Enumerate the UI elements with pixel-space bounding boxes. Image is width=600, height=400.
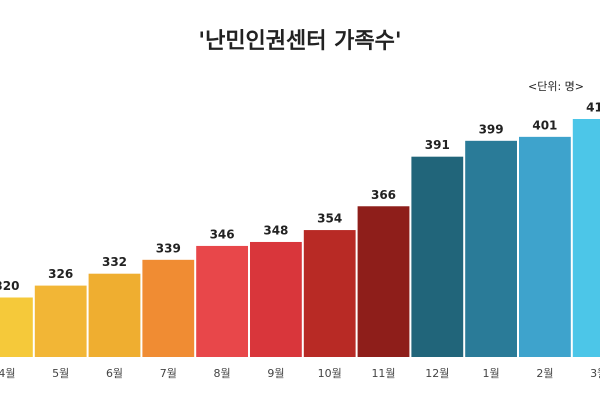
x-tick-label: 3월 <box>590 367 600 380</box>
value-label: 401 <box>532 118 557 132</box>
x-tick-label: 8월 <box>214 367 231 380</box>
bar <box>357 206 410 357</box>
bar <box>250 241 302 357</box>
x-tick-label: 4월 <box>0 367 15 380</box>
bar <box>465 140 517 357</box>
value-label: 346 <box>210 227 235 241</box>
value-label: 366 <box>371 188 396 202</box>
bar <box>0 297 33 357</box>
bar <box>142 259 195 357</box>
x-tick-label: 5월 <box>52 367 69 380</box>
value-label: 354 <box>317 212 342 226</box>
x-tick-label: 9월 <box>267 367 284 380</box>
value-label: 339 <box>156 241 181 255</box>
value-label: 410 <box>586 101 600 115</box>
x-tick-label: 1월 <box>483 367 500 380</box>
x-tick-label: 12월 <box>425 367 449 380</box>
bar <box>303 230 356 357</box>
x-tick-label: 2월 <box>536 367 553 380</box>
unit-label: <단위: 명> <box>528 80 584 93</box>
x-tick-label: 6월 <box>106 367 123 380</box>
chart-title: '난민인권센터 가족수' <box>198 29 401 54</box>
bar <box>572 119 600 357</box>
value-label: 320 <box>0 279 19 293</box>
x-tick-label: 7월 <box>160 367 177 380</box>
bar <box>519 136 571 357</box>
bar <box>411 156 464 357</box>
value-label: 332 <box>102 255 127 269</box>
value-label: 348 <box>263 223 288 237</box>
x-tick-label: 11월 <box>371 367 395 380</box>
value-label: 326 <box>48 267 73 281</box>
bar <box>88 273 141 357</box>
x-tick-label: 10월 <box>318 367 342 380</box>
bar <box>34 285 87 357</box>
value-label: 399 <box>479 122 504 136</box>
value-label: 391 <box>425 138 450 152</box>
bar <box>196 245 248 357</box>
